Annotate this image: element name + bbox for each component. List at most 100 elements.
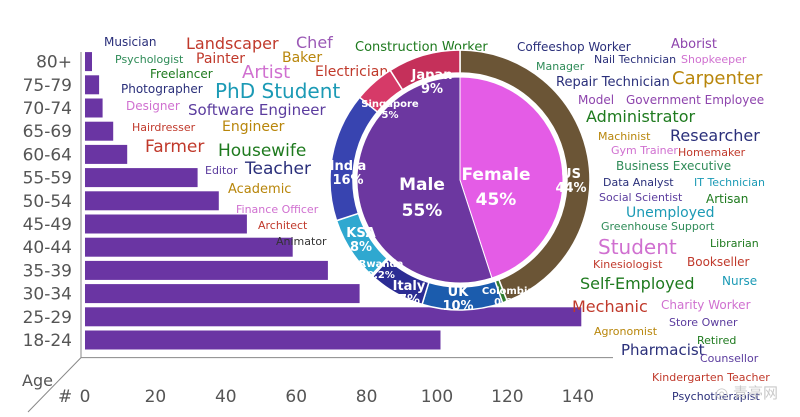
- word-student: Student: [598, 235, 677, 259]
- age-label-25-29: 25-29: [23, 308, 72, 328]
- x-tick-20: 20: [145, 387, 167, 407]
- bar-80+: [85, 52, 92, 72]
- y-axis-title: Age: [22, 371, 53, 390]
- word-psychotherapist: Psychotherapist: [672, 390, 761, 403]
- age-category-labels: 80+ 75-79 70-74 65-69 60-64 55-59 50-54 45-49 40…: [23, 53, 72, 351]
- ring-pct-italy: 7%: [398, 293, 420, 308]
- ring-pct-japan: 9%: [421, 82, 443, 97]
- word-phd-student: PhD Student: [215, 79, 340, 103]
- word-researcher: Researcher: [670, 126, 760, 145]
- word-landscaper: Landscaper: [186, 34, 279, 53]
- word-musician: Musician: [104, 35, 156, 49]
- x-tick-40: 40: [215, 387, 237, 407]
- word-housewife: Housewife: [218, 141, 306, 161]
- word-designer: Designer: [126, 99, 180, 113]
- x-tick-0: 0: [80, 387, 91, 407]
- ring-pct-india: 16%: [332, 173, 363, 188]
- word-engineer: Engineer: [222, 119, 285, 135]
- age-label-75-79: 75-79: [23, 76, 72, 96]
- word-shopkeeper: Shopkeeper: [681, 53, 747, 66]
- word-repair-technician: Repair Technician: [556, 75, 670, 90]
- word-business-executive: Business Executive: [616, 159, 731, 173]
- word-architect: Architect: [258, 219, 308, 232]
- ring-label-uk: UK: [448, 285, 470, 300]
- word-machinist: Machinist: [598, 130, 651, 143]
- ring-label-us: US: [561, 167, 581, 182]
- age-label-35-39: 35-39: [23, 261, 72, 281]
- ring-label-india: India: [330, 159, 367, 174]
- ring-pct-uk: 10%: [442, 299, 473, 314]
- age-label-40-44: 40-44: [23, 238, 72, 258]
- x-tick-120: 120: [491, 387, 523, 407]
- ring-label-ksa: KSA: [346, 226, 376, 241]
- word-model: Model: [578, 93, 614, 107]
- bar-50-54: [85, 191, 219, 211]
- axis-corner-diagonal: [27, 357, 82, 413]
- x-tick-60: 60: [285, 387, 307, 407]
- bar-45-49: [85, 214, 247, 234]
- word-artisan: Artisan: [706, 192, 748, 206]
- word-homemaker: Homemaker: [678, 146, 746, 159]
- word-nurse: Nurse: [722, 274, 757, 288]
- word-kindergarten-teacher: Kindergarten Teacher: [652, 371, 770, 384]
- age-label-60-64: 60-64: [23, 145, 72, 165]
- bar-25-29: [85, 307, 582, 327]
- word-artist: Artist: [242, 62, 290, 83]
- word-data-analyst: Data Analyst: [603, 176, 674, 189]
- word-administrator: Administrator: [586, 107, 695, 126]
- gender-label-male: Male: [399, 175, 445, 195]
- word-academic: Academic: [228, 182, 291, 197]
- word-librarian: Librarian: [710, 237, 759, 250]
- watermark-logo: ◎ 青亭网: [715, 384, 778, 402]
- x-tick-140: 140: [562, 387, 594, 407]
- word-mechanic: Mechanic: [572, 297, 648, 316]
- ring-label-singapore: Singapore: [361, 99, 419, 110]
- ring-pct-ksa: 8%: [350, 240, 372, 255]
- word-social-scientist: Social Scientist: [599, 191, 683, 204]
- age-label-50-54: 50-54: [23, 192, 72, 212]
- country-ring: [329, 49, 591, 311]
- gender-pct-female: 45%: [476, 190, 517, 210]
- word-editor: Editor: [205, 164, 238, 177]
- x-tick-100: 100: [421, 387, 453, 407]
- word-hairdresser: Hairdresser: [132, 121, 196, 134]
- gender-slice-male: [356, 76, 493, 284]
- word-software-engineer: Software Engineer: [188, 101, 327, 119]
- word-self-employed: Self-Employed: [580, 274, 695, 293]
- bar-65-69: [85, 121, 114, 141]
- word-store-owner: Store Owner: [669, 316, 738, 329]
- word-coffeeshop-worker: Coffeeshop Worker: [517, 40, 631, 54]
- word-kinesiologist: Kinesiologist: [593, 258, 663, 271]
- bar-30-34: [85, 284, 360, 304]
- word-unemployed: Unemployed: [626, 205, 715, 221]
- age-label-80+: 80+: [36, 53, 72, 73]
- age-label-55-59: 55-59: [23, 169, 72, 189]
- age-bar-chart: 80+ 75-79 70-74 65-69 60-64 55-59 50-54 45-49 40…: [22, 52, 613, 413]
- age-label-18-24: 18-24: [23, 331, 72, 351]
- word-freelancer: Freelancer: [150, 67, 213, 81]
- word-finance-officer: Finance Officer: [236, 203, 319, 216]
- ring-label-japan: Japan: [411, 68, 453, 83]
- word-agronomist: Agronomist: [594, 325, 658, 338]
- ring-label-colombia: Colombia: [482, 286, 534, 297]
- bar-18-24: [85, 330, 441, 350]
- word-gym-trainer: Gym Trainer: [611, 144, 678, 157]
- bar-35-39: [85, 260, 328, 280]
- ring-pct-rwanda: 0.2%: [367, 270, 395, 281]
- word-pharmacist: Pharmacist: [621, 341, 705, 359]
- bar-75-79: [85, 75, 100, 95]
- word-charity-worker: Charity Worker: [661, 298, 751, 312]
- bar-55-59: [85, 168, 198, 188]
- word-electrician: Electrician: [315, 64, 388, 80]
- x-tick-labels: 0 20 40 60 80 100 120 140: [80, 387, 594, 407]
- x-axis-title: #: [58, 387, 72, 407]
- ring-pct-colombia: 0.6%: [494, 297, 522, 308]
- word-greenhouse-support: Greenhouse Support: [601, 220, 715, 233]
- word-retired: Retired: [697, 334, 736, 347]
- word-manager: Manager: [536, 60, 585, 73]
- ring-pct-us: 44%: [555, 181, 586, 196]
- word-it-technician: IT Technician: [694, 176, 765, 189]
